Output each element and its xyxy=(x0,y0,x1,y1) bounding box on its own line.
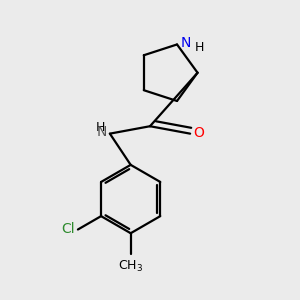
Text: N: N xyxy=(97,125,107,140)
Text: N: N xyxy=(181,36,191,50)
Text: O: O xyxy=(194,126,205,140)
Text: H: H xyxy=(194,41,204,54)
Text: Cl: Cl xyxy=(61,222,75,236)
Text: H: H xyxy=(96,121,105,134)
Text: CH$_3$: CH$_3$ xyxy=(118,260,143,274)
